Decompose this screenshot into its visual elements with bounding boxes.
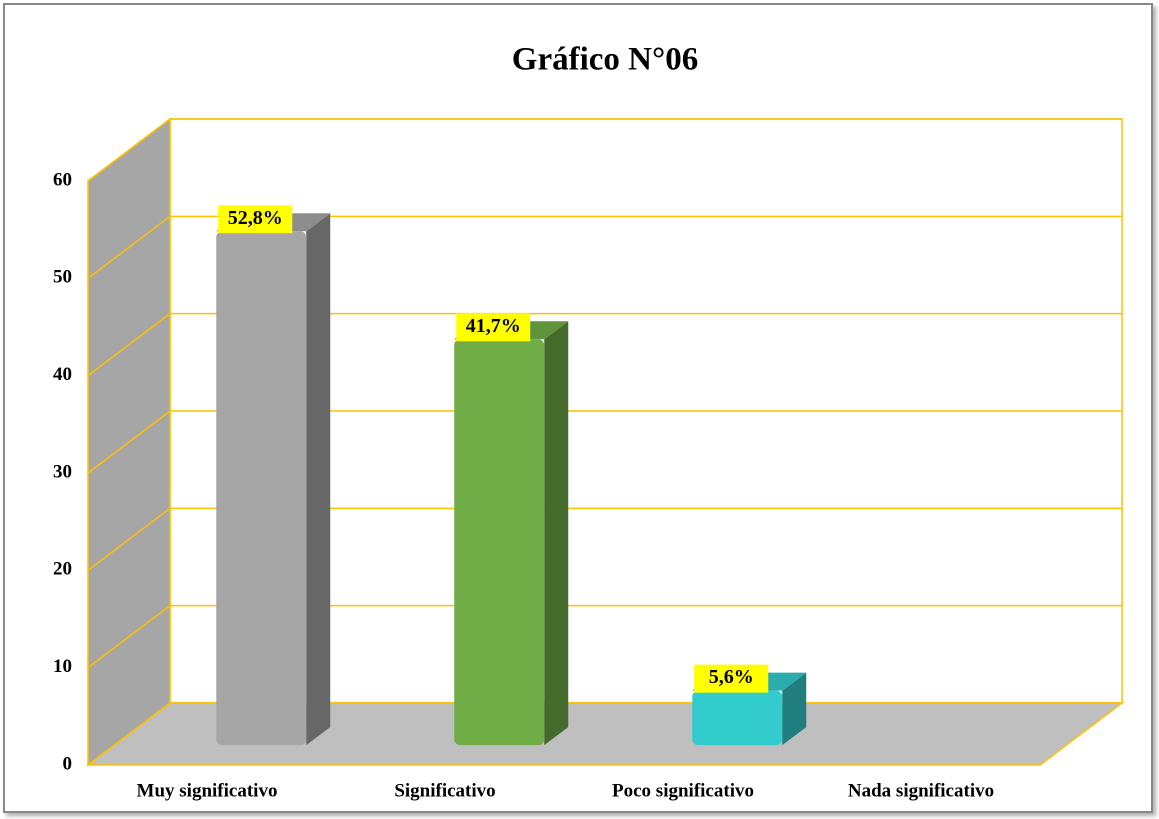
grid-line (87, 312, 1122, 377)
value-label: 52,8% (228, 207, 283, 229)
y-tick-label: 20 (53, 559, 72, 580)
value-label-bg (218, 205, 293, 234)
y-tick-label: 10 (53, 656, 72, 677)
grid-line (87, 604, 1122, 669)
bar-front (454, 339, 545, 746)
grid-line (87, 118, 1122, 182)
bar-side (782, 672, 807, 746)
grid-line (87, 507, 1122, 571)
bar-side (544, 321, 569, 746)
x-tick-label: Poco significativo (612, 780, 754, 801)
x-tick-label: Nada significativo (848, 780, 994, 801)
value-label: 41,7% (466, 315, 521, 337)
value-label: 5,6% (709, 666, 754, 688)
chart-title: Gráfico N°06 (512, 42, 698, 78)
bar-side (306, 213, 331, 746)
x-tick-label: Muy significativo (137, 780, 278, 801)
y-tick-label: 0 (63, 753, 73, 774)
x-tick-label: Significativo (394, 780, 495, 801)
y-tick-label: 60 (53, 169, 72, 190)
y-tick-label: 40 (53, 364, 72, 385)
bar-front (692, 690, 783, 746)
bar (216, 213, 331, 746)
y-tick-label: 50 (53, 267, 72, 288)
grid-line (87, 215, 1122, 279)
value-label-bg (456, 313, 531, 342)
grid-line (87, 410, 1122, 474)
value-label-bg (694, 664, 769, 693)
bar (454, 321, 569, 746)
bar-front (216, 231, 307, 746)
y-tick-label: 30 (53, 461, 72, 482)
